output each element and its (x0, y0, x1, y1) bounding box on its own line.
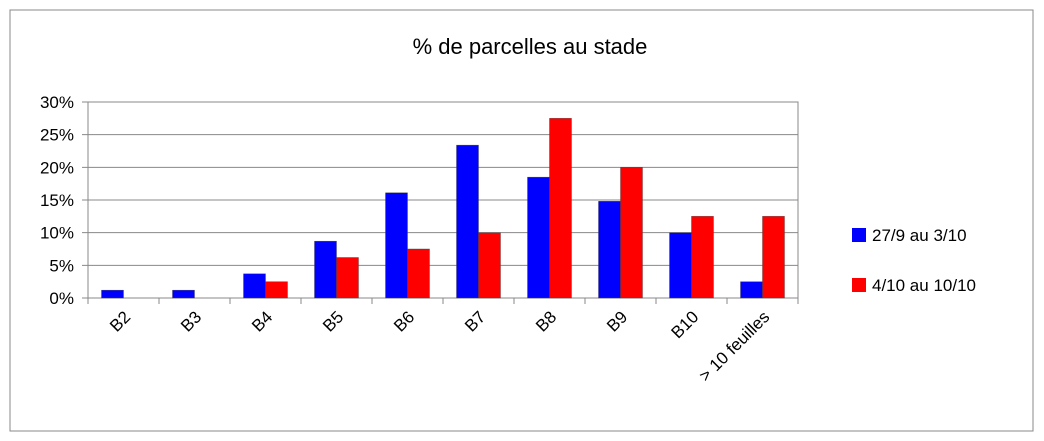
y-tick-label: 0% (49, 289, 74, 308)
bar (691, 216, 714, 299)
y-tick-label: 25% (40, 126, 74, 145)
bar (478, 232, 501, 299)
legend-swatch (852, 278, 866, 292)
bar (314, 240, 337, 299)
y-tick-label: 30% (40, 93, 74, 112)
bar (172, 289, 195, 299)
bar (456, 144, 479, 299)
legend-label: 27/9 au 3/10 (872, 226, 967, 245)
bar (527, 176, 550, 299)
legend-label: 4/10 au 10/10 (872, 276, 976, 295)
bar (101, 289, 124, 299)
y-tick-label: 20% (40, 158, 74, 177)
bar (407, 248, 430, 299)
bar (762, 216, 785, 299)
bar (549, 118, 572, 299)
bar (385, 192, 408, 299)
y-tick-label: 10% (40, 224, 74, 243)
bar (243, 273, 266, 299)
bar (265, 281, 288, 299)
legend-swatch (852, 228, 866, 242)
bar (740, 281, 763, 299)
chart-title: % de parcelles au stade (413, 34, 648, 59)
y-tick-label: 5% (49, 256, 74, 275)
bar (336, 257, 359, 299)
y-tick-label: 15% (40, 191, 74, 210)
bar (620, 167, 643, 299)
bar (669, 232, 692, 299)
chart-border (9, 9, 1034, 432)
bar (598, 201, 621, 299)
